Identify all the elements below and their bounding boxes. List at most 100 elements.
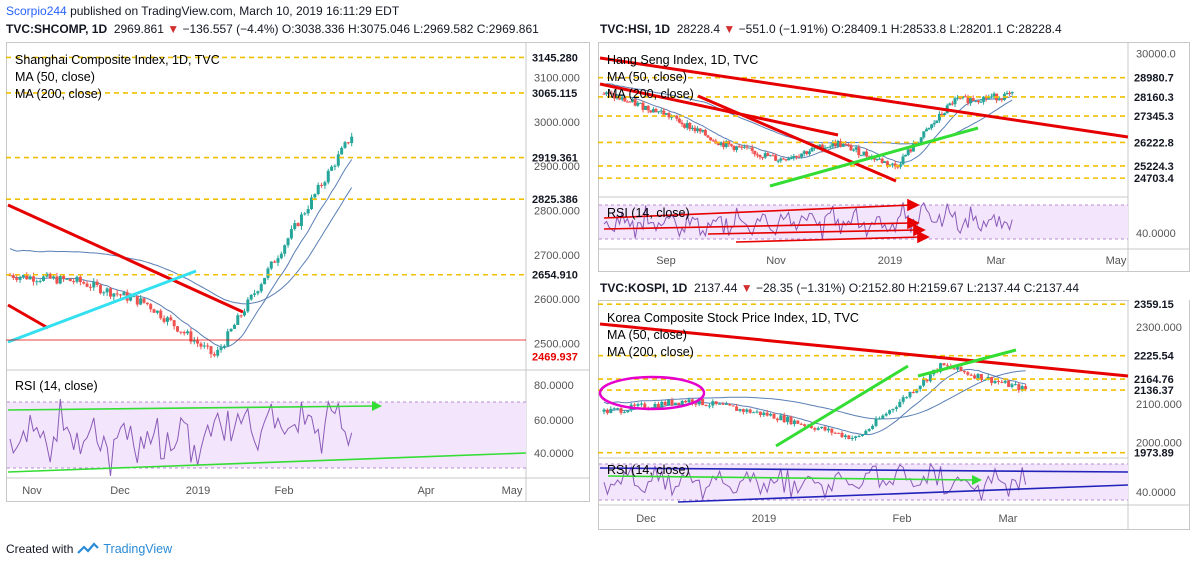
candle [779,156,783,163]
candle [701,398,705,406]
candle [162,315,166,324]
chart-hsi[interactable]: 28980.7 28160.3 27345.3 26222.8 25224.324703… [598,42,1190,272]
candle [289,225,293,240]
candle [881,414,885,419]
candle [649,110,653,114]
price-axis[interactable]: 30000.0 40.0000 [1136,49,1176,240]
footer-brand-link[interactable]: TradingView [103,542,173,556]
candle [55,272,59,285]
candle [937,111,941,123]
candle [820,426,824,430]
level-label: 3065.115 [532,88,577,100]
ticker-line-shcomp: TVC:SHCOMP, 1D 2969.861 ▼ −136.557 (−4.4… [6,22,539,36]
candle [962,370,966,374]
rsi-tick-label: 80.0000 [534,380,574,392]
candle [959,366,963,372]
candle [901,395,905,405]
candle [199,341,203,350]
down-arrow-icon: ▼ [723,22,736,36]
candle [673,402,677,406]
level-price-tag: 25224.3 [1129,158,1189,173]
candle [932,120,936,128]
ticker-line-hsi: TVC:HSI, 1D 28228.4 ▼ −551.0 (−1.91%) O:… [600,22,1062,36]
level-price-tag: 27345.3 [1129,109,1189,124]
time-tick-label: Apr [417,485,434,497]
candle [976,99,980,105]
rsi-band [599,205,1128,239]
candle [336,150,340,168]
candle [716,142,720,146]
candle [1010,382,1014,389]
candle [971,95,975,102]
green-trendline [775,364,909,448]
candle [745,144,749,150]
author-link[interactable]: Scorpio244 [6,4,67,18]
candle [828,144,832,150]
green-rsi-trendline [7,405,377,411]
footer: Created with TradingView [6,542,172,556]
candle [11,273,15,280]
ticker-low: L:28201.1 [949,22,1003,36]
level-price-tag: 2225.54 [1129,348,1189,363]
ma50-label: MA (50, close) [607,70,687,84]
candle [755,409,759,414]
rsi-label: RSI (14, close) [15,379,98,393]
candle [763,150,767,159]
green-trendline-short [917,348,1017,378]
price-axis[interactable]: 3100.000 3000.000 2900.000 2800.000 2700.000… [534,72,580,460]
ma200-label: MA (200, close) [15,87,102,101]
candle [979,373,983,383]
candle [296,222,300,227]
candle [192,337,196,345]
candle [78,275,82,286]
candle [685,120,689,131]
candle [644,105,648,110]
ma50-label: MA (50, close) [607,328,687,342]
candle [236,313,240,326]
candle [996,379,1000,385]
candle [849,143,853,151]
candle [748,408,752,414]
candle [973,373,977,380]
rsi-tick-label: 60.0000 [534,415,574,427]
blue-rsi-resistance [599,467,1129,473]
candle [880,157,884,164]
chart-shcomp[interactable]: 3145.280 3065.115 2919.361 2825.386 2654.910… [6,42,590,504]
candle [752,411,756,414]
candle [232,323,236,329]
time-axis[interactable]: Dec 2019 Feb Mar [636,513,1018,525]
candle [286,237,290,248]
publish-info: published on TradingView.com, March 10, … [70,4,400,18]
level-price-tag: 2654.910 [527,267,589,282]
ticker-open: O:2152.80 [848,281,905,295]
price-axis[interactable]: 2300.000 2100.000 2000.000 40.0000 [1136,322,1182,499]
price-tick-label: 2500.000 [534,338,580,350]
price-tick-label: 2100.000 [1136,399,1182,411]
candle [758,154,762,160]
time-axis[interactable]: Nov Dec 2019 Feb Apr May [22,485,523,497]
red-level-tag: 2469.937 [527,349,589,364]
candle [742,144,746,149]
candle [893,160,897,170]
ticker-change: −551.0 (−1.91%) [738,22,829,36]
candle [983,379,987,381]
level-label: 27345.3 [1134,111,1174,123]
time-tick-label: May [1106,255,1127,267]
candle [119,293,123,299]
rsi-tick-label: 40.0000 [1136,228,1176,240]
candle [656,401,660,409]
candle [139,295,143,306]
candle [641,100,645,113]
ticker-last: 2137.44 [694,281,738,295]
down-arrow-icon: ▼ [740,281,753,295]
candle [830,428,834,436]
green-rsi-arrow [607,475,977,481]
time-axis[interactable]: Sep Nov 2019 Mar May [656,255,1127,267]
candle [266,266,270,281]
candle [857,144,861,159]
candlesticks [8,132,354,358]
candle [206,343,210,350]
candle [771,153,775,157]
candle [784,158,788,162]
